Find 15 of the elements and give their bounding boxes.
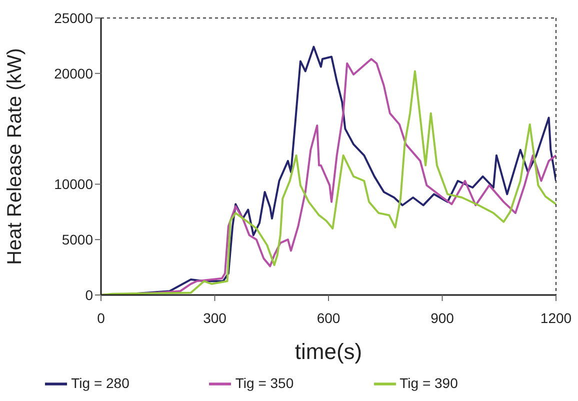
y-tick-label: 10000 xyxy=(54,176,94,192)
x-tick-label: 600 xyxy=(316,310,340,326)
legend-label: Tig = 390 xyxy=(400,374,458,391)
x-axis-title: time(s) xyxy=(294,339,362,364)
y-tick-label: 20000 xyxy=(54,65,94,82)
y-axis-title: Heat Release Rate (kW) xyxy=(4,48,26,265)
legend-label: Tig = 350 xyxy=(235,374,294,391)
x-tick-label: 900 xyxy=(430,310,454,326)
x-tick-label: 0 xyxy=(97,310,106,326)
x-tick-label: 300 xyxy=(203,310,227,326)
y-tick-label: 0 xyxy=(85,286,94,303)
y-tick-label: 5000 xyxy=(62,232,94,248)
legend-label: Tig = 280 xyxy=(71,374,130,391)
x-tick-label: 1200 xyxy=(540,310,572,326)
y-tick-label: 25000 xyxy=(54,10,94,26)
